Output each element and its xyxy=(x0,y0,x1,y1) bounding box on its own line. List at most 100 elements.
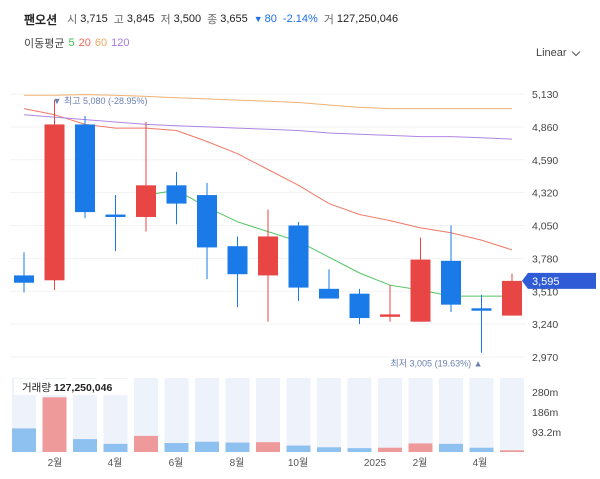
scale-dropdown[interactable]: Linear xyxy=(536,47,580,59)
candle xyxy=(441,225,461,312)
candle-body xyxy=(258,236,278,276)
min-price-annotation: 최저 3,005 (19.63%) ▲ xyxy=(390,359,482,369)
candle-body xyxy=(502,280,522,316)
candle xyxy=(136,122,156,232)
candle-body xyxy=(288,225,309,288)
volume-label-box xyxy=(14,379,132,395)
candle-body xyxy=(197,195,217,248)
price-axis-tick: 3,240 xyxy=(532,319,558,331)
candle-body xyxy=(349,293,370,319)
volume-bar-background xyxy=(500,378,524,452)
current-price-tag xyxy=(522,272,596,289)
ma-5-toggle[interactable]: 5 xyxy=(68,37,75,49)
price-axis-tick: 4,860 xyxy=(532,122,558,134)
x-axis-label: 6월 xyxy=(169,457,184,469)
volume-bar xyxy=(73,439,97,452)
price-axis-tick: 5,130 xyxy=(532,89,558,101)
x-axis-label: 10월 xyxy=(288,457,308,469)
change-value: 80 xyxy=(264,13,277,25)
max-price-annotation: ▼ 최고 5,080 (-28.95%) xyxy=(53,96,148,106)
candle-body xyxy=(14,275,34,283)
volume-bar xyxy=(469,447,494,452)
price-axis-tick: 3,780 xyxy=(532,253,558,265)
candle xyxy=(166,171,187,225)
price-axis-tick: 4,590 xyxy=(532,155,558,167)
ma-120-line xyxy=(23,114,513,140)
candle xyxy=(105,195,126,252)
volume-bar xyxy=(42,397,67,452)
change-percent: -2.14% xyxy=(282,13,318,25)
volume-bar-background xyxy=(347,378,372,452)
volume-axis-tick: 186m xyxy=(532,407,559,419)
x-axis-label: 2월 xyxy=(413,457,428,469)
candle xyxy=(14,252,34,293)
open-value: 3,715 xyxy=(80,13,108,25)
candle-body xyxy=(227,246,248,275)
volume-bar xyxy=(256,442,280,452)
candle-body xyxy=(319,288,339,299)
candle-body xyxy=(75,124,95,213)
candle xyxy=(380,285,400,322)
candle-body xyxy=(136,185,156,217)
candle xyxy=(288,221,309,301)
candle-body xyxy=(105,214,126,217)
open-label: 시 xyxy=(67,14,78,26)
ma-20-toggle[interactable]: 20 xyxy=(78,37,91,49)
low-value: 3,500 xyxy=(173,13,202,25)
current-price-value: 3,595 xyxy=(532,276,560,288)
volume-bar-background xyxy=(225,378,250,452)
candle-body xyxy=(471,308,492,311)
change-down-icon: ▼ xyxy=(253,14,263,24)
volume-bar xyxy=(195,441,219,452)
x-axis-label: 2월 xyxy=(48,457,63,469)
close-value: 3,655 xyxy=(220,13,248,25)
volume-bar xyxy=(103,443,128,452)
candle xyxy=(227,236,248,308)
price-axis-tick: 2,970 xyxy=(532,352,558,364)
volume-bar xyxy=(408,443,433,452)
ma-60-line xyxy=(24,94,512,110)
candle xyxy=(44,100,65,291)
candle-body xyxy=(44,124,65,281)
candle xyxy=(197,182,217,280)
volume-bar-background xyxy=(469,378,494,452)
volume-bar-background xyxy=(317,378,341,452)
volume-bar xyxy=(286,445,311,452)
volume-bar xyxy=(500,450,524,452)
ma-60-toggle[interactable]: 60 xyxy=(94,37,108,49)
candle-body xyxy=(380,314,400,317)
low-label: 저 xyxy=(160,14,171,26)
volume-bar-background xyxy=(195,378,219,452)
volume-label: 거 xyxy=(323,14,334,26)
candle-body xyxy=(166,185,187,204)
moving-average-label: 이동평균 xyxy=(24,38,65,50)
stock-name: 팬오션 xyxy=(24,12,58,27)
candle-body xyxy=(441,260,461,305)
candle xyxy=(410,237,431,322)
volume-axis-tick: 280m xyxy=(532,387,559,399)
candle xyxy=(502,273,522,316)
price-axis-tick: 4,050 xyxy=(532,221,558,233)
scale-dropdown-value: Linear xyxy=(536,47,567,59)
x-axis-label: 2025 xyxy=(364,458,387,469)
ma-20-line xyxy=(23,108,513,251)
candle xyxy=(349,288,370,325)
candle xyxy=(75,115,95,219)
stock-header: 팬오션 시 3,715 고 3,845 저 3,500 종 3,655 ▼ 80… xyxy=(24,10,404,28)
high-label: 고 xyxy=(113,14,124,26)
volume-bar-background xyxy=(378,378,402,452)
volume-bar xyxy=(225,442,250,452)
ma-120-toggle[interactable]: 120 xyxy=(111,37,130,49)
candle xyxy=(258,209,278,322)
volume-bar xyxy=(439,443,463,452)
volume-bar xyxy=(12,428,36,452)
volume-bar xyxy=(378,447,402,452)
volume-bar-background xyxy=(256,378,280,452)
x-axis-label: 4월 xyxy=(108,457,123,469)
volume-axis-tick: 93.2m xyxy=(532,427,561,439)
volume-bar-background xyxy=(408,378,433,452)
high-value: 3,845 xyxy=(126,13,155,25)
volume-value: 127,250,046 xyxy=(336,13,399,25)
candle xyxy=(319,269,339,299)
